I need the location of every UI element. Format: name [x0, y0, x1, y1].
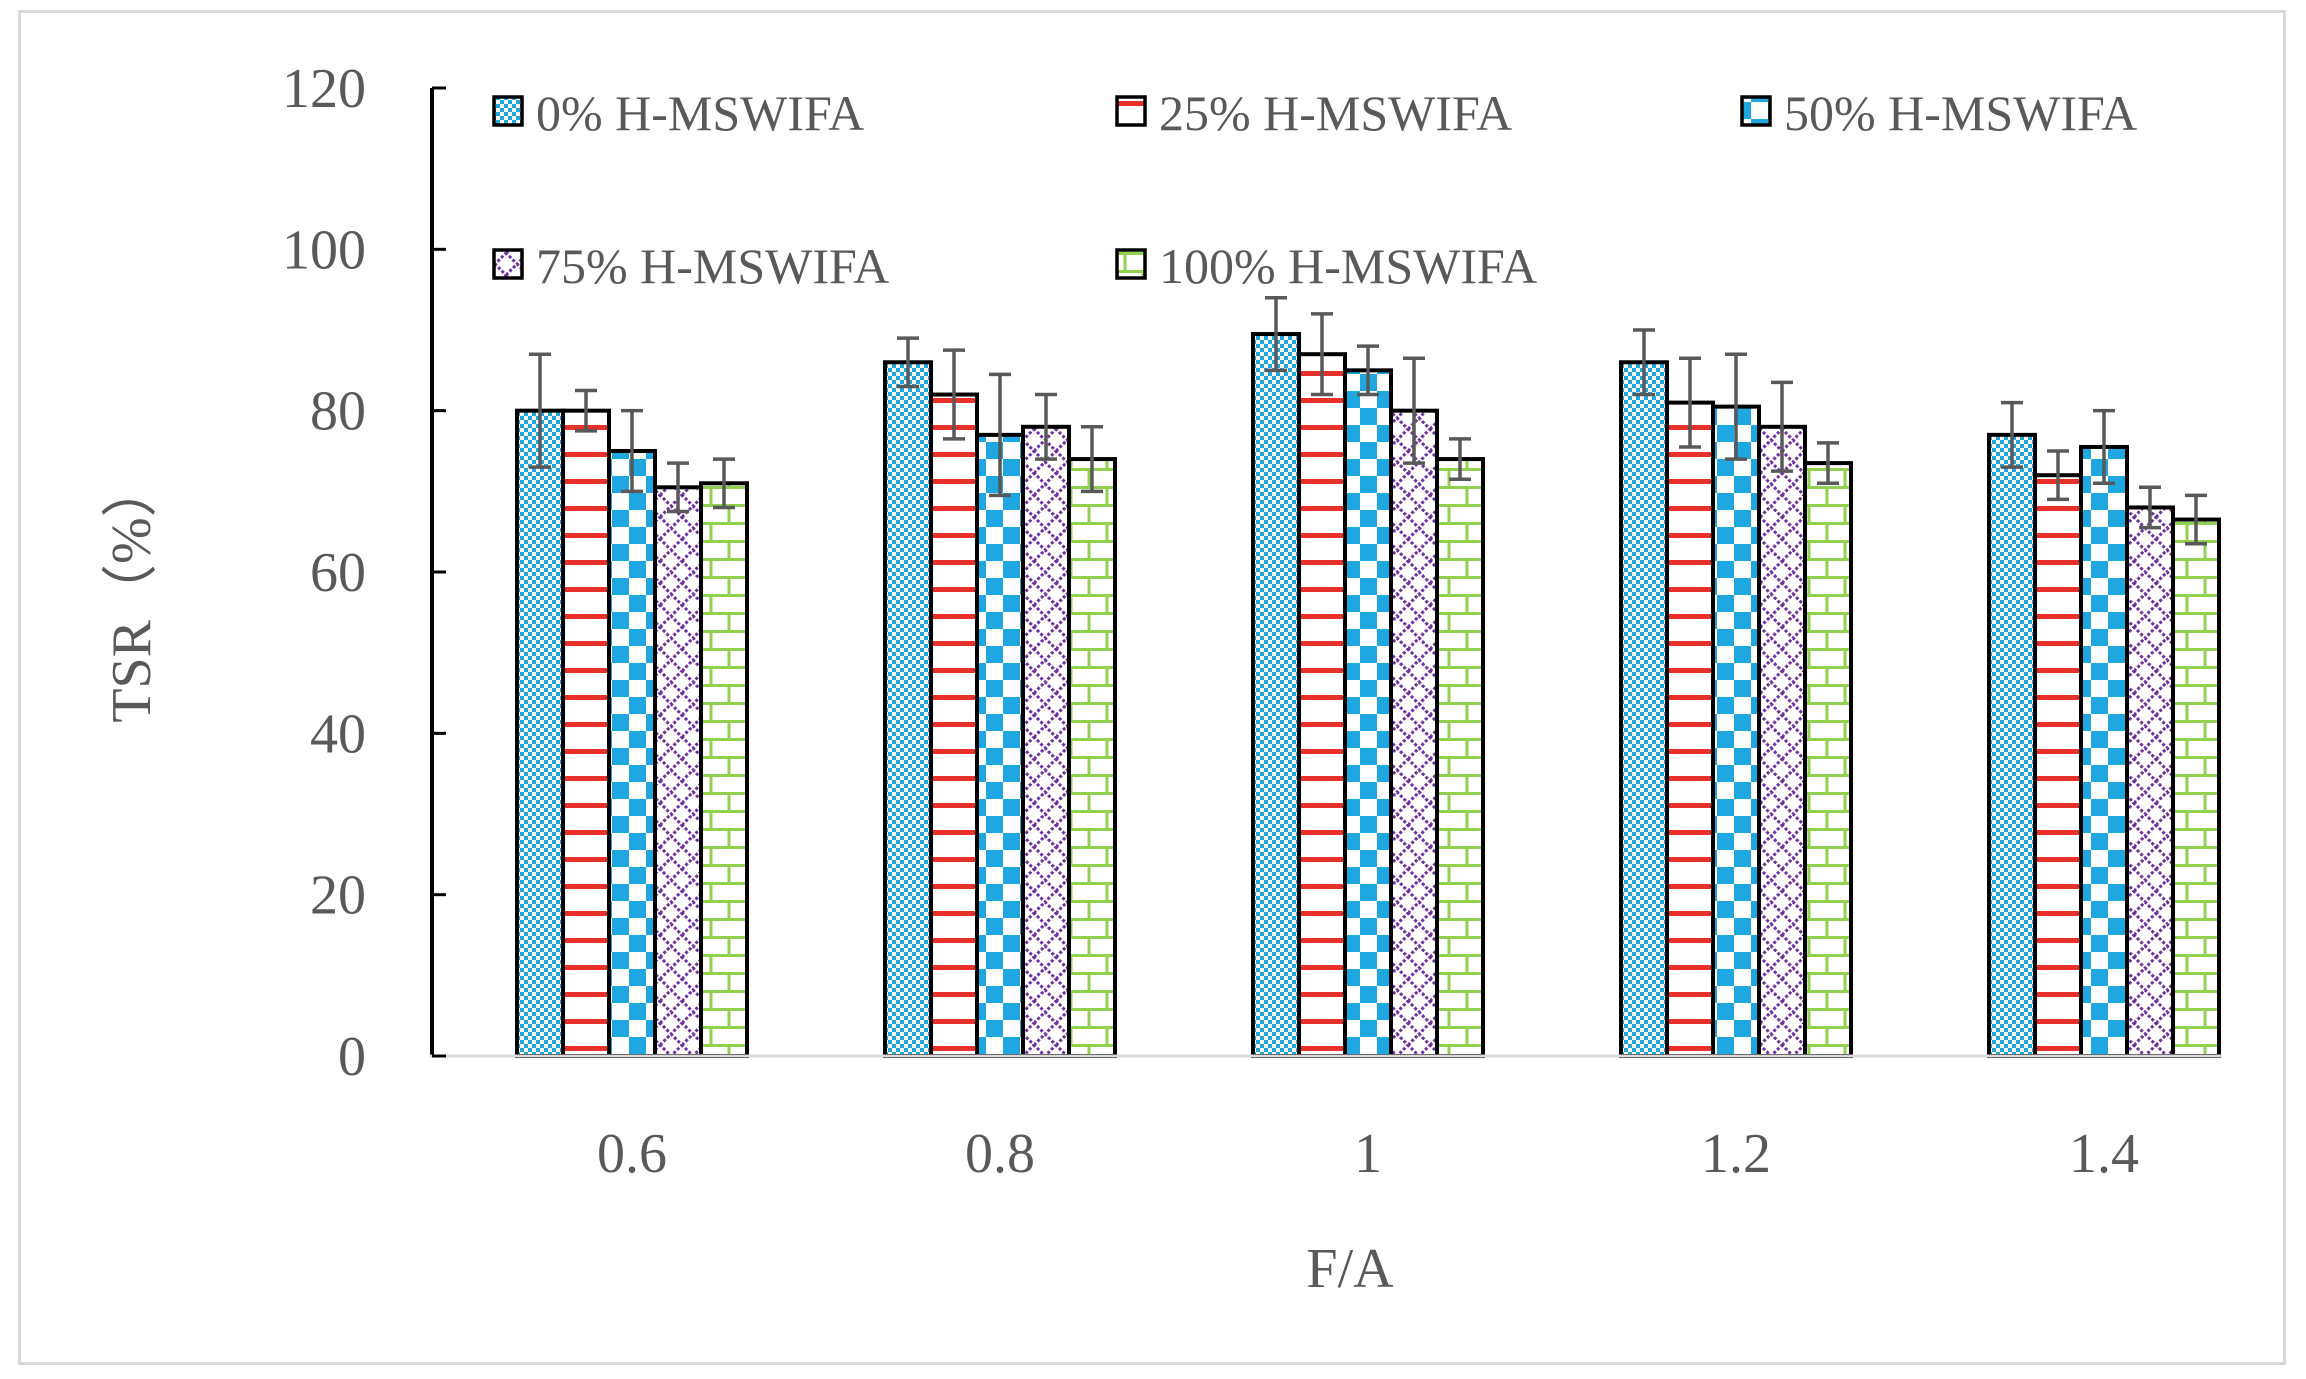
legend-label: 0% H-MSWIFA	[536, 85, 864, 141]
y-tick-label: 80	[310, 381, 366, 443]
chart-frame	[18, 10, 2286, 1365]
y-axis-title: TSR（%）	[101, 461, 163, 722]
bar	[1987, 432, 2037, 1059]
bar	[607, 449, 657, 1058]
y-tick-label: 120	[282, 58, 366, 120]
bar	[515, 408, 565, 1058]
legend-label: 75% H-MSWIFA	[536, 238, 889, 294]
bar	[653, 485, 703, 1058]
bar	[1021, 424, 1071, 1058]
bar	[1665, 400, 1715, 1059]
bar	[2125, 505, 2175, 1058]
bar	[1757, 424, 1807, 1058]
y-tick-label: 40	[310, 703, 366, 765]
legend-swatch	[492, 95, 524, 127]
bar	[929, 392, 979, 1058]
legend-swatch	[1115, 248, 1147, 280]
plot-area	[515, 332, 2221, 1059]
bar	[2033, 473, 2083, 1058]
legend-label: 100% H-MSWIFA	[1159, 238, 1537, 294]
bar	[1251, 332, 1301, 1058]
legend: 0% H-MSWIFA 25% H-MSWIFA 50% H-MSWIFA 75% H…	[492, 85, 2137, 294]
x-ticks: 0.6 0.8 1 1.2 1.4	[597, 1123, 2139, 1185]
legend-swatch	[1115, 95, 1147, 127]
bar	[1297, 352, 1347, 1058]
error-bars	[529, 295, 2207, 546]
y-ticks: 0 20 40 60 80 100 120	[282, 58, 446, 1088]
x-tick-label: 1	[1354, 1123, 1382, 1185]
bar	[1067, 457, 1117, 1059]
x-axis-title: F/A	[1306, 1238, 1394, 1300]
bar	[975, 432, 1025, 1059]
y-tick-label: 60	[310, 542, 366, 604]
legend-swatch	[1740, 95, 1772, 127]
bar	[2171, 517, 2221, 1058]
bar	[1711, 404, 1761, 1058]
y-tick-label: 20	[310, 865, 366, 927]
bar	[1435, 457, 1485, 1059]
bar	[561, 408, 611, 1058]
bar	[1343, 368, 1393, 1059]
bar	[883, 360, 933, 1058]
x-tick-label: 0.8	[965, 1123, 1035, 1185]
bar	[1803, 461, 1853, 1059]
bar	[1619, 360, 1669, 1058]
x-tick-label: 1.2	[1701, 1123, 1771, 1185]
x-tick-label: 1.4	[2069, 1123, 2139, 1185]
legend-label: 50% H-MSWIFA	[1784, 85, 2137, 141]
bar	[1389, 408, 1439, 1058]
y-tick-label: 0	[338, 1026, 366, 1088]
bar	[2079, 444, 2129, 1058]
bar	[699, 481, 749, 1058]
legend-label: 25% H-MSWIFA	[1159, 85, 1512, 141]
y-tick-label: 100	[282, 219, 366, 281]
legend-swatch	[492, 248, 524, 280]
x-tick-label: 0.6	[597, 1123, 667, 1185]
